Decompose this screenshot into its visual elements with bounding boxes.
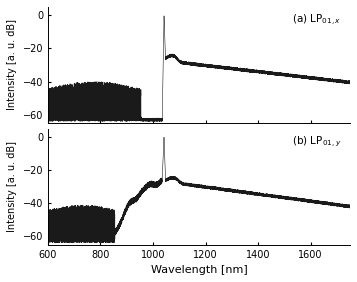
Text: (a) LP$_{01,x}$: (a) LP$_{01,x}$ [292,13,341,28]
Text: (b) LP$_{01,y}$: (b) LP$_{01,y}$ [292,134,341,149]
X-axis label: Wavelength [nm]: Wavelength [nm] [151,265,247,275]
Y-axis label: Intensity [a. u. dB]: Intensity [a. u. dB] [7,19,17,111]
Y-axis label: Intensity [a. u. dB]: Intensity [a. u. dB] [7,141,17,232]
